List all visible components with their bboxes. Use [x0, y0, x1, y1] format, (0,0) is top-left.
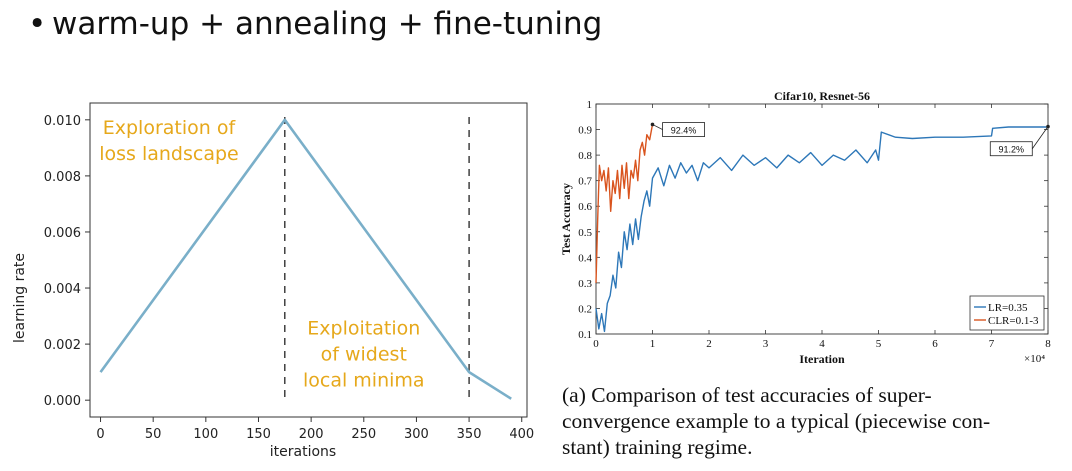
plot-frame: [89, 102, 528, 418]
y-tick-label: 1: [587, 99, 593, 111]
y-axis-label: learning rate: [12, 253, 28, 343]
annotation-label: 91.2%: [999, 145, 1025, 155]
phase-annotation: loss landscape: [99, 143, 239, 165]
x-tick-label: 250: [351, 427, 376, 442]
legend-label: LR=0.35: [988, 302, 1028, 314]
y-tick-label: 0.4: [578, 252, 592, 264]
y-tick-label: 0.8: [578, 150, 592, 162]
y-tick-label: 0.5: [578, 227, 592, 239]
learning-rate-line: [99, 118, 512, 400]
y-tick-label: 0.006: [44, 226, 81, 241]
accuracy-line: [595, 124, 654, 283]
bullet-text: warm-up + annealing + fine-tuning: [52, 6, 603, 42]
x-tick-label: 5: [876, 338, 882, 350]
y-tick-label: 0.3: [578, 278, 592, 290]
phase-annotation: of widest: [321, 343, 407, 365]
figure-caption: (a) Comparison of test accuracies of sup…: [562, 382, 1062, 460]
x-tick-label: 3: [763, 338, 769, 350]
y-tick-label: 0.004: [44, 282, 81, 297]
annotation-box: [989, 141, 1033, 157]
y-tick-label: 0.010: [44, 114, 81, 129]
y-tick-label: 0.008: [44, 170, 81, 185]
x-tick-label: 2: [706, 338, 712, 350]
x-tick-label: 200: [299, 427, 324, 442]
annotation-pointer: [652, 124, 663, 130]
y-tick-label: 0.7: [578, 176, 592, 188]
caption-line: convergence example to a typical (piecew…: [562, 409, 991, 433]
phase-annotation: local minima: [303, 369, 425, 391]
slide-bullet: • warm-up + annealing + fine-tuning: [28, 6, 602, 42]
caption-line: (a) Comparison of test accuracies of sup…: [562, 383, 932, 407]
annotation-label: 92.4%: [671, 126, 697, 136]
phase-annotation: Exploitation: [307, 317, 420, 339]
caption-line: stant) training regime.: [562, 435, 753, 459]
annotation-pointer: [1031, 126, 1049, 149]
x-tick-label: 8: [1045, 338, 1051, 350]
annotation-marker: [650, 122, 655, 127]
x-axis-multiplier: ×10⁴: [1024, 353, 1045, 365]
y-tick-label: 0.6: [578, 201, 592, 213]
bullet-dot: •: [28, 6, 47, 42]
y-tick-label: 0.002: [44, 338, 81, 353]
x-tick-label: 350: [457, 427, 482, 442]
chart-title: Cifar10, Resnet-56: [774, 89, 870, 103]
x-tick-label: 300: [404, 427, 429, 442]
x-tick-label: 4: [819, 338, 825, 350]
phase-annotation: Exploration of: [103, 117, 237, 139]
x-tick-label: 0: [593, 338, 599, 350]
x-tick-label: 0: [96, 427, 104, 442]
x-axis-label: Iteration: [799, 352, 845, 366]
x-tick-label: 150: [246, 427, 271, 442]
test-accuracy-chart: 0 1 2 3 4 5 6 7 8 0.1 0.2 0.3 0.4 0.5 0.6 0.7 0.8 0.9 1 92…: [559, 89, 1051, 366]
x-tick-label: 400: [509, 427, 534, 442]
annotation-marker: [1046, 124, 1050, 129]
legend-box: [969, 295, 1045, 331]
y-tick-label: 0.2: [578, 303, 592, 315]
x-tick-label: 100: [193, 427, 218, 442]
learning-rate-chart: 0 50 100 150 200 250 300 350 400 0.000 0.002 0.004 0…: [12, 102, 534, 460]
legend-label: CLR=0.1-3: [988, 315, 1039, 327]
x-axis-label: iterations: [270, 444, 336, 460]
x-tick-label: 50: [145, 427, 162, 442]
y-tick-label: 0.000: [44, 394, 81, 409]
y-axis-label: Test Accuracy: [559, 183, 573, 255]
annotation-box: [662, 122, 705, 137]
x-tick-label: 7: [989, 338, 995, 350]
y-tick-label: 0.1: [578, 329, 592, 341]
x-tick-label: 6: [932, 338, 938, 350]
y-tick-label: 0.9: [578, 125, 592, 137]
x-tick-label: 1: [650, 338, 656, 350]
accuracy-line: [595, 126, 1048, 333]
